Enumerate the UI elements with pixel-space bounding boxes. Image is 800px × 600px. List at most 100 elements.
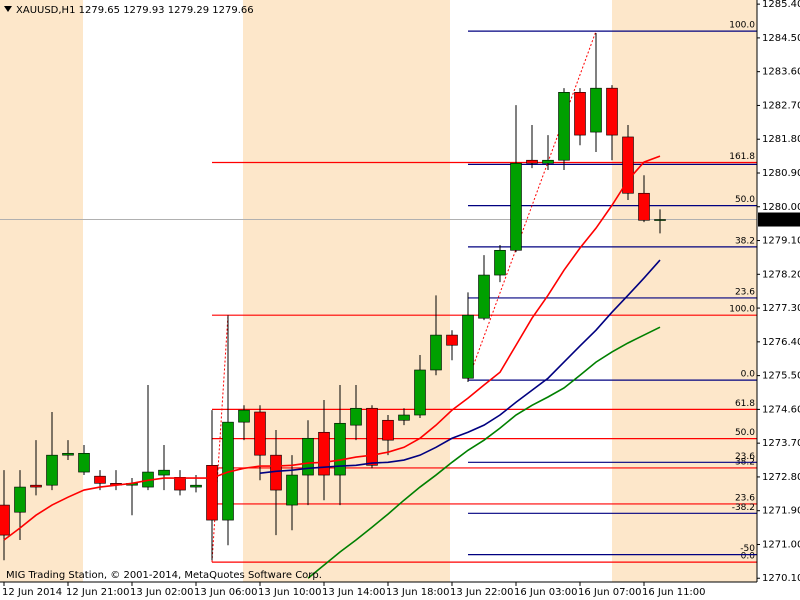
session-band [243, 0, 450, 582]
candle-body [558, 92, 570, 161]
y-tick-label: 1270.10 [762, 573, 800, 584]
title-icon [4, 6, 12, 12]
candle-body [638, 192, 650, 221]
fib-trend [467, 30, 597, 381]
y-tick-label: 1274.60 [762, 404, 800, 415]
fib-label: 100.0 [729, 305, 755, 315]
fib-label: 23.6 [735, 493, 755, 503]
x-tick-label: 12 Jun 21:00 [66, 587, 130, 598]
last-price-box [758, 212, 800, 227]
fib-label: 0.0 [741, 552, 756, 562]
fib-label: -38.2 [732, 503, 755, 513]
last-low: 1279.29 [168, 5, 209, 16]
plot-area: 0.023.638.250.061.8100.0161.80.023.638.2… [0, 21, 757, 579]
candle-body [446, 334, 458, 346]
candle-body [398, 414, 410, 421]
x-tick-label: 13 Jun 14:00 [322, 587, 386, 598]
moving-average [259, 259, 661, 474]
y-tick-label: 1273.70 [762, 438, 800, 449]
x-tick-label: 13 Jun 10:00 [258, 587, 322, 598]
fib-label: 50.0 [735, 195, 755, 205]
y-tick-label: 1271.00 [762, 539, 800, 550]
y-tick-label: 1272.80 [762, 472, 800, 483]
candle-body [590, 87, 602, 133]
candle-body [0, 504, 10, 536]
x-tick-label: 12 Jun 2014 [2, 587, 62, 598]
candle-body [494, 249, 506, 276]
y-tick-label: 1276.40 [762, 337, 800, 348]
fib-label: 161.8 [729, 152, 755, 162]
y-tick-label: 1277.30 [762, 303, 800, 314]
x-tick-label: 13 Jun 18:00 [386, 587, 450, 598]
candle-body [510, 162, 522, 251]
y-tick-label: 1282.70 [762, 100, 800, 111]
candle-body [286, 474, 298, 506]
y-tick-label: 1280.90 [762, 168, 800, 179]
candle-body [62, 452, 74, 456]
y-tick-label: 1271.90 [762, 506, 800, 517]
x-tick-label: 13 Jun 22:00 [450, 587, 514, 598]
moving-average [307, 326, 661, 579]
fib-label: 23.6 [735, 287, 755, 297]
fib-label: 23.6 [735, 452, 755, 462]
candle-body [254, 411, 266, 456]
session-band [0, 0, 83, 582]
x-tick-label: 16 Jun 03:00 [514, 587, 578, 598]
candle-body [654, 219, 666, 221]
candle-body [430, 334, 442, 371]
candle-body [190, 484, 202, 488]
y-tick-label: 1280.00 [762, 202, 800, 213]
x-tick-label: 13 Jun 06:00 [194, 587, 258, 598]
candle-body [606, 87, 618, 136]
y-tick-label: 1284.50 [762, 33, 800, 44]
y-tick-label: 1275.50 [762, 371, 800, 382]
fib-label: -50 [740, 544, 755, 554]
copyright: MIG Trading Station, © 2001-2014, MetaQu… [6, 570, 322, 581]
moving-average [3, 155, 661, 541]
candle-body [174, 477, 186, 491]
fib-label: 0.0 [741, 370, 756, 380]
candle-body [302, 437, 314, 476]
candle-body [46, 454, 58, 486]
session-band [612, 0, 757, 582]
candle-body [270, 454, 282, 491]
candle-body [462, 314, 474, 379]
fib-label: 50.0 [735, 428, 755, 438]
fib-label: 38.2 [735, 236, 755, 246]
last-open: 1279.65 [79, 5, 120, 16]
candle-body [238, 409, 250, 423]
y-tick-label: 1279.10 [762, 236, 800, 247]
candle-body [318, 431, 330, 476]
candle-body [478, 274, 490, 319]
candle-body [622, 136, 634, 194]
y-tick-label: 1283.60 [762, 67, 800, 78]
candle-body [350, 407, 362, 426]
fib-label: 100.0 [729, 21, 755, 31]
y-tick-label: 1281.80 [762, 134, 800, 145]
candle-body [334, 422, 346, 476]
x-tick-label: 16 Jun 11:00 [642, 587, 706, 598]
candle-body [366, 407, 378, 466]
candle-body [542, 159, 554, 164]
fib-label: 61.8 [735, 399, 755, 409]
candle-body [14, 486, 26, 513]
y-tick-label: 1278.20 [762, 269, 800, 280]
fib-trend [211, 315, 229, 563]
candle-body [78, 452, 90, 473]
candle-body [94, 475, 106, 484]
candle-body [414, 369, 426, 416]
x-tick-label: 16 Jun 07:00 [578, 587, 642, 598]
chart-title: XAUUSD,H1 1279.65 1279.93 1279.29 1279.6… [16, 5, 254, 16]
candle-body [526, 159, 538, 164]
candle-body [158, 469, 170, 476]
x-tick-label: 13 Jun 02:00 [130, 587, 194, 598]
candle-body [574, 92, 586, 136]
last-close: 1279.66 [212, 5, 253, 16]
last-price-label: 1279.66 [761, 215, 800, 226]
symbol: XAUUSD,H1 [16, 5, 75, 16]
candle-body [30, 484, 42, 488]
last-high: 1279.93 [123, 5, 164, 16]
y-tick-label: 1285.40 [762, 0, 800, 10]
candle-body [382, 419, 394, 441]
